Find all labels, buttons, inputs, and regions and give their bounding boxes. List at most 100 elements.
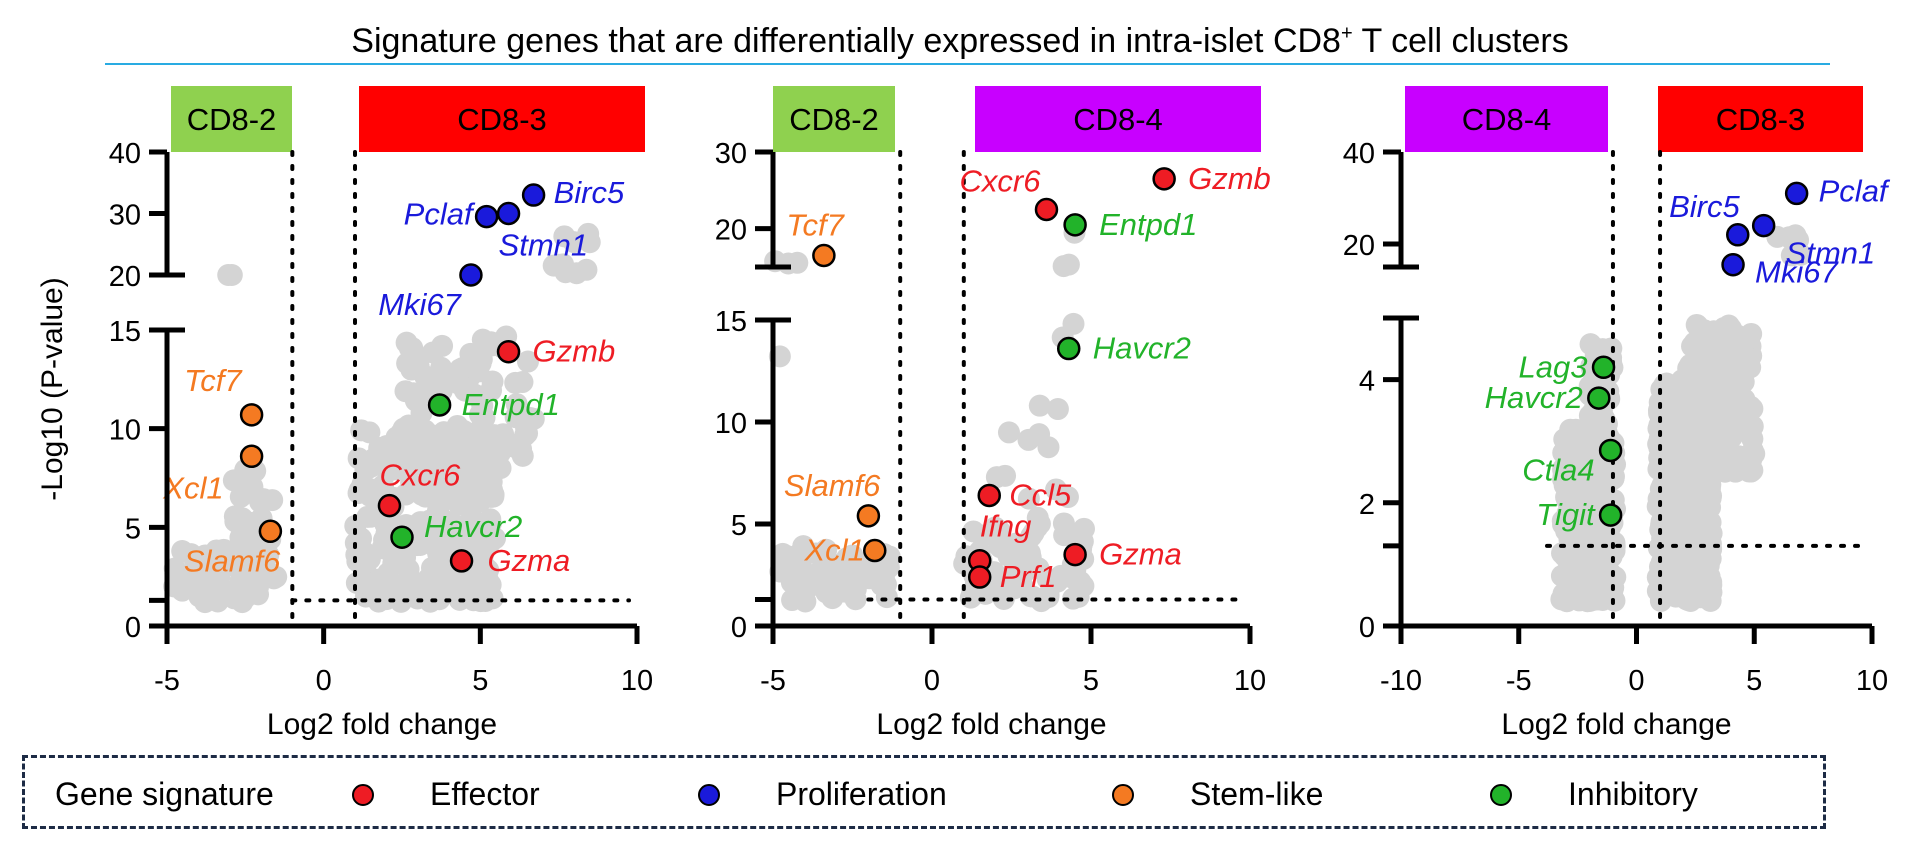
gene-point-birc5 <box>1726 223 1750 247</box>
x-tick-label: -5 <box>760 665 786 697</box>
gene-label-gzmb: Gzmb <box>1188 161 1271 196</box>
background-gene-point <box>473 406 496 429</box>
background-gene-point <box>1685 313 1708 336</box>
gene-point-tcf7 <box>239 403 264 427</box>
background-gene-point <box>1730 450 1753 473</box>
gene-point-stmn1 <box>1751 213 1776 238</box>
cluster-header-label: CD8-2 <box>789 102 879 137</box>
gene-label-tcf7: Tcf7 <box>786 208 845 243</box>
x-axis-title: Log2 fold change <box>267 708 497 741</box>
gene-point-ctla4 <box>1598 438 1623 463</box>
gene-label-pclaf: Pclaf <box>404 197 476 232</box>
background-gene-point <box>997 421 1020 444</box>
background-gene-point <box>415 449 438 472</box>
background-gene-point <box>1778 226 1801 249</box>
gene-point-cxcr6 <box>1034 197 1059 222</box>
gene-label-tigit: Tigit <box>1536 497 1596 532</box>
background-gene-point <box>400 471 423 494</box>
gene-point-tcf7 <box>812 243 836 268</box>
legend-label-stem-like: Stem-like <box>1190 776 1324 812</box>
background-gene-point <box>413 586 436 609</box>
gene-label-prf1: Prf1 <box>1000 559 1057 594</box>
gene-label-slamf6: Slamf6 <box>784 468 881 503</box>
gene-label-mki67: Mki67 <box>1755 255 1839 290</box>
background-gene-point <box>431 438 454 461</box>
gene-label-havcr2: Havcr2 <box>1485 380 1583 415</box>
gene-label-entpd1: Entpd1 <box>1099 207 1197 242</box>
y-tick-label: 40 <box>1343 138 1375 170</box>
gene-point-tigit <box>1598 503 1623 527</box>
x-axis-title: Log2 fold change <box>1501 708 1731 741</box>
legend-label-proliferation: Proliferation <box>776 776 947 812</box>
legend-dot-proliferation <box>698 784 720 806</box>
background-gene-point <box>794 590 817 613</box>
background-gene-point <box>409 511 432 534</box>
background-gene-point <box>1739 356 1762 379</box>
x-tick-label: 10 <box>621 665 653 697</box>
background-gene-point <box>1672 491 1695 514</box>
x-tick-label: 5 <box>1083 665 1099 697</box>
gene-point-mki67 <box>1721 252 1745 277</box>
gene-point-havcr2 <box>390 525 414 549</box>
background-gene-point <box>1709 388 1732 411</box>
background-gene-point <box>1648 427 1671 450</box>
y-tick-label: 10 <box>715 408 747 440</box>
y-tick-label: 30 <box>109 200 141 232</box>
y-tick-label: 20 <box>109 261 141 293</box>
background-gene-point <box>1789 243 1812 266</box>
gene-point-havcr2 <box>1587 386 1611 410</box>
background-gene-point <box>421 370 444 393</box>
gene-label-mki67: Mki67 <box>378 287 462 322</box>
cluster-header-cd8-4 <box>975 86 1261 152</box>
background-gene-point <box>1056 486 1079 509</box>
background-gene-point <box>406 388 429 411</box>
background-gene-point <box>249 490 272 513</box>
gene-label-lag3: Lag3 <box>1519 349 1588 384</box>
figure-title: Signature genes that are differentially … <box>351 22 1569 60</box>
background-gene-point <box>359 455 382 478</box>
background-gene-point <box>1580 498 1603 521</box>
background-gene-point <box>399 567 422 590</box>
gene-label-havcr2: Havcr2 <box>424 509 522 544</box>
background-gene-point <box>1556 543 1579 566</box>
background-gene-point <box>447 493 470 516</box>
background-gene-point <box>1564 478 1587 501</box>
background-gene-point <box>1588 422 1611 445</box>
gene-point-ccl5 <box>977 483 1001 508</box>
y-tick-label: 10 <box>109 415 141 447</box>
background-gene-point <box>1738 327 1761 350</box>
gene-point-gzma <box>1063 542 1087 567</box>
background-gene-point <box>492 423 515 446</box>
background-gene-point <box>1028 394 1051 417</box>
volcano-panel-1: CD8-2 CD8-3 Birc5 Pclaf Stmn1 Mki67 Gzmb Entpd1… <box>36 86 653 741</box>
y-tick-label: 0 <box>731 612 747 644</box>
background-gene-point <box>1580 479 1603 502</box>
y-tick-label: 0 <box>1359 612 1375 644</box>
background-gene-point <box>1693 364 1716 387</box>
gene-point-xcl1 <box>239 444 264 469</box>
background-gene-point <box>820 556 843 579</box>
background-gene-point <box>844 578 867 601</box>
background-gene-point <box>345 543 368 566</box>
background-gene-point <box>1652 386 1675 409</box>
background-gene-point <box>407 355 430 378</box>
background-gene-point <box>1026 506 1049 529</box>
background-gene-point <box>359 484 382 507</box>
gene-point-stmn1 <box>496 201 521 226</box>
y-tick-label: 20 <box>1343 230 1375 262</box>
background-gene-point <box>985 466 1008 489</box>
x-axis-title: Log2 fold change <box>876 708 1106 741</box>
background-gene-point <box>393 452 416 475</box>
background-gene-point <box>420 556 443 579</box>
background-gene-point <box>421 341 444 364</box>
gene-label-cxcr6: Cxcr6 <box>960 164 1042 199</box>
background-gene-point <box>1018 542 1041 565</box>
gene-label-gzmb: Gzmb <box>533 334 616 369</box>
y-tick-label: 5 <box>731 510 747 542</box>
x-tick-label: 5 <box>1746 665 1762 697</box>
gene-label-birc5: Birc5 <box>1669 189 1740 224</box>
background-gene-point <box>477 558 500 581</box>
x-tick-label: 5 <box>472 665 488 697</box>
